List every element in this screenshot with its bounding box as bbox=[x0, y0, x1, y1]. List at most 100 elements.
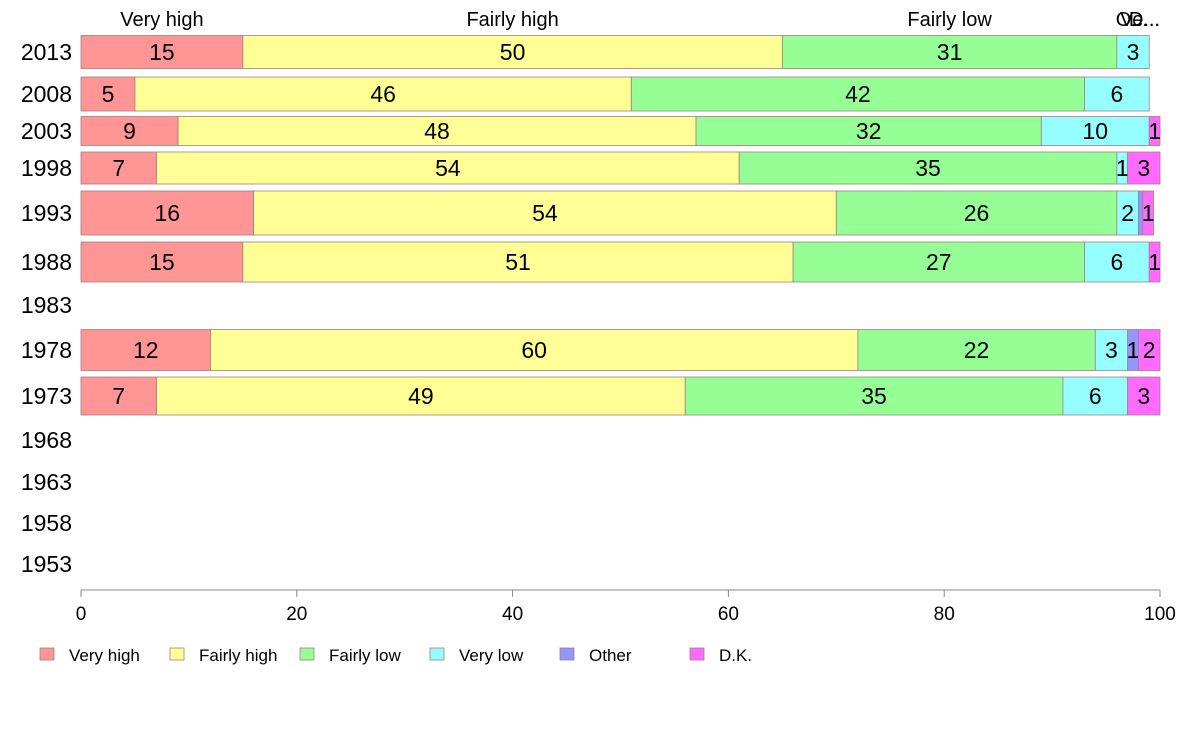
x-tick-label-60: 60 bbox=[718, 604, 739, 625]
value-label-1988-very-low: 6 bbox=[1110, 249, 1123, 275]
bar-segment-2008-fairly-low bbox=[630, 76, 1085, 112]
x-tick-label-100: 100 bbox=[1144, 604, 1176, 625]
value-label-1978-very-high: 12 bbox=[133, 337, 159, 363]
bar-segment-1988-very-high bbox=[80, 241, 244, 283]
year-label-1953: 1953 bbox=[21, 551, 72, 577]
y-axis: 2013 2008 2003 1998 1993 1988 1983 1978 1973 1968… bbox=[21, 39, 72, 577]
x-axis: 0 20 40 60 80 100 bbox=[76, 589, 1176, 625]
bar-segment-2013-very-low bbox=[1116, 35, 1150, 69]
value-label-1998-very-high: 7 bbox=[112, 155, 125, 181]
value-label-1993-fairly-high: 54 bbox=[532, 200, 558, 226]
bars: 15 50 31 35 46 42 69 48 32 10 17 54 35 1 316 54 26 2 115 51… bbox=[80, 35, 1161, 416]
bar-row-1998: 7 54 35 1 3 bbox=[80, 151, 1161, 185]
value-label-2003-very-high: 9 bbox=[123, 118, 136, 144]
bar-segment-2003-very-low bbox=[1040, 116, 1150, 146]
x-tick-label-40: 40 bbox=[502, 604, 523, 625]
top-label-4: Ve... bbox=[1120, 9, 1160, 31]
year-label-2008: 2008 bbox=[21, 81, 72, 107]
legend-label-d-k: D.K. bbox=[719, 646, 752, 665]
year-label-2013: 2013 bbox=[21, 39, 72, 65]
value-label-1973-fairly-low: 35 bbox=[861, 383, 887, 409]
bar-segment-2008-very-high bbox=[80, 76, 136, 112]
bar-segment-1978-fairly-low bbox=[857, 329, 1096, 371]
legend-swatch-fairly-high bbox=[169, 647, 185, 661]
legend-swatch-very-low bbox=[429, 647, 445, 661]
year-label-1998: 1998 bbox=[21, 155, 72, 181]
bar-segment-1973-d-k bbox=[1127, 376, 1161, 416]
legend: Very high Fairly high Fairly low Very low Ot… bbox=[39, 646, 752, 665]
value-label-1998-fairly-high: 54 bbox=[435, 155, 461, 181]
legend-swatch-very-high bbox=[39, 647, 55, 661]
value-label-1998-d-k: 3 bbox=[1137, 155, 1150, 181]
bar-row-2003: 9 48 32 10 1 bbox=[80, 116, 1161, 146]
value-label-1988-very-high: 15 bbox=[149, 249, 175, 275]
legend-swatch-d-k bbox=[689, 647, 705, 661]
bar-segment-1988-fairly-low bbox=[792, 241, 1085, 283]
top-label-2: Fairly high bbox=[466, 9, 558, 31]
legend-label-fairly-high: Fairly high bbox=[199, 646, 277, 665]
bar-segment-2013-fairly-low bbox=[781, 35, 1118, 69]
value-label-1993-very-low: 2 bbox=[1121, 200, 1134, 226]
bar-segment-1998-very-high bbox=[80, 151, 157, 185]
year-label-2003: 2003 bbox=[21, 118, 72, 144]
bar-segment-2003-d-k bbox=[1148, 116, 1161, 146]
value-label-2008-very-low: 6 bbox=[1110, 81, 1123, 107]
bar-segment-2008-very-low bbox=[1084, 76, 1150, 112]
value-label-1973-very-high: 7 bbox=[112, 383, 125, 409]
year-label-1973: 1973 bbox=[21, 383, 72, 409]
value-label-2003-fairly-high: 48 bbox=[424, 118, 450, 144]
value-label-1998-very-low: 1 bbox=[1116, 155, 1129, 181]
value-label-1988-fairly-low: 27 bbox=[926, 249, 952, 275]
legend-label-very-high: Very high bbox=[69, 646, 140, 665]
top-label-5: O... bbox=[1116, 9, 1148, 31]
top-label-3: Fairly low bbox=[907, 9, 992, 31]
value-label-1973-d-k: 3 bbox=[1137, 383, 1150, 409]
bar-segment-1978-d-k bbox=[1138, 329, 1161, 371]
bar-segment-1978-very-low bbox=[1094, 329, 1129, 371]
bar-segment-1993-d-k bbox=[1142, 190, 1154, 236]
value-label-1978-very-low: 3 bbox=[1105, 337, 1118, 363]
value-label-1973-fairly-high: 49 bbox=[408, 383, 434, 409]
value-label-1978-fairly-low: 22 bbox=[964, 337, 990, 363]
value-label-2008-fairly-high: 46 bbox=[370, 81, 396, 107]
bar-row-2008: 5 46 42 6 bbox=[80, 76, 1150, 112]
value-label-2013-very-low: 3 bbox=[1127, 39, 1140, 65]
year-label-1968: 1968 bbox=[21, 427, 72, 453]
year-label-1958: 1958 bbox=[21, 510, 72, 536]
bar-segment-1993-fairly-high bbox=[253, 190, 837, 236]
value-label-1998-fairly-low: 35 bbox=[915, 155, 941, 181]
top-labels: Very high Fairly high Fairly low Ve...O...D… bbox=[120, 9, 1160, 31]
legend-label-other: Other bbox=[589, 646, 632, 665]
year-label-1993: 1993 bbox=[21, 200, 72, 226]
legend-swatch-other bbox=[559, 647, 575, 661]
value-label-2013-fairly-high: 50 bbox=[500, 39, 526, 65]
value-label-2008-very-high: 5 bbox=[102, 81, 115, 107]
value-label-1988-fairly-high: 51 bbox=[505, 249, 531, 275]
bar-segment-1993-very-high bbox=[80, 190, 255, 236]
bar-segment-2013-very-high bbox=[80, 35, 244, 69]
bar-segment-1973-fairly-high bbox=[156, 376, 686, 416]
x-tick-label-20: 20 bbox=[286, 604, 307, 625]
bar-row-1978: 12 60 22 3 1 2 bbox=[80, 329, 1161, 371]
year-label-1983: 1983 bbox=[21, 292, 72, 318]
bar-row-1993: 16 54 26 2 1 bbox=[80, 190, 1155, 236]
value-label-2003-d-k: 1 bbox=[1148, 118, 1161, 144]
x-tick-label-0: 0 bbox=[76, 604, 87, 625]
top-label-1: Very high bbox=[120, 9, 203, 31]
bar-segment-1998-fairly-low bbox=[738, 151, 1118, 185]
value-label-2013-fairly-low: 31 bbox=[937, 39, 963, 65]
value-label-1993-very-high: 16 bbox=[155, 200, 181, 226]
bar-row-1973: 7 49 35 6 3 bbox=[80, 376, 1161, 416]
value-label-1973-very-low: 6 bbox=[1089, 383, 1102, 409]
top-label-6: D... bbox=[1129, 9, 1160, 31]
value-label-2008-fairly-low: 42 bbox=[845, 81, 871, 107]
value-label-1978-d-k: 2 bbox=[1143, 337, 1156, 363]
bar-row-2013: 15 50 31 3 bbox=[80, 35, 1150, 69]
year-label-1963: 1963 bbox=[21, 469, 72, 495]
value-label-1988-d-k: 1 bbox=[1148, 249, 1161, 275]
value-label-1993-fairly-low: 26 bbox=[964, 200, 990, 226]
bar-segment-1973-very-high bbox=[80, 376, 157, 416]
value-label-2003-very-low: 10 bbox=[1082, 118, 1108, 144]
bar-segment-1998-d-k bbox=[1127, 151, 1161, 185]
